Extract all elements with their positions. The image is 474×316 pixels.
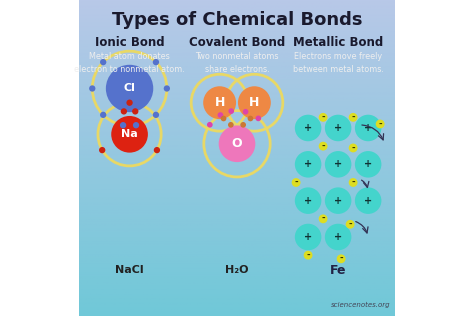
Text: -: -: [351, 178, 355, 187]
Text: +: +: [304, 123, 312, 133]
Circle shape: [99, 147, 105, 153]
Circle shape: [100, 59, 106, 65]
Circle shape: [132, 108, 138, 115]
Text: H: H: [214, 96, 225, 109]
Circle shape: [207, 122, 213, 128]
Text: -: -: [351, 143, 355, 152]
Circle shape: [153, 112, 159, 118]
Circle shape: [203, 86, 236, 119]
Text: Cl: Cl: [124, 83, 136, 94]
Text: Ionic Bond: Ionic Bond: [95, 36, 164, 49]
Circle shape: [319, 142, 328, 151]
Circle shape: [243, 109, 248, 115]
Circle shape: [349, 143, 357, 152]
Text: +: +: [334, 196, 342, 206]
Text: -: -: [348, 220, 352, 229]
Circle shape: [349, 178, 357, 187]
Text: +: +: [334, 159, 342, 169]
Circle shape: [111, 116, 148, 153]
Circle shape: [349, 113, 357, 122]
Circle shape: [304, 251, 312, 260]
Text: -: -: [321, 113, 325, 122]
Circle shape: [89, 85, 95, 92]
Circle shape: [164, 85, 170, 92]
Circle shape: [255, 116, 261, 121]
Text: +: +: [364, 196, 372, 206]
Circle shape: [376, 119, 384, 128]
Text: -: -: [294, 178, 298, 187]
Circle shape: [295, 224, 321, 250]
Circle shape: [228, 108, 234, 114]
Circle shape: [120, 122, 126, 128]
Text: -: -: [339, 254, 343, 263]
Circle shape: [337, 254, 346, 263]
Circle shape: [100, 112, 106, 118]
Circle shape: [295, 151, 321, 178]
Text: -: -: [321, 142, 325, 151]
Text: NaCl: NaCl: [115, 265, 144, 275]
Text: +: +: [304, 159, 312, 169]
Text: Fe: Fe: [330, 264, 346, 277]
Circle shape: [238, 86, 271, 119]
Circle shape: [295, 187, 321, 214]
Text: +: +: [364, 123, 372, 133]
Circle shape: [228, 122, 234, 128]
Circle shape: [355, 115, 382, 141]
Circle shape: [219, 125, 255, 162]
Text: Na: Na: [121, 129, 138, 139]
Text: Electrons move freely
between metal atoms.: Electrons move freely between metal atom…: [292, 52, 383, 74]
Text: Metal atom donates
electron to nonmetal atom.: Metal atom donates electron to nonmetal …: [74, 52, 185, 74]
Circle shape: [121, 108, 127, 115]
Circle shape: [295, 115, 321, 141]
Text: -: -: [351, 113, 355, 122]
Circle shape: [240, 122, 246, 128]
Text: -: -: [321, 214, 325, 223]
Circle shape: [319, 113, 328, 122]
Circle shape: [325, 115, 351, 141]
Circle shape: [355, 151, 382, 178]
Circle shape: [319, 215, 328, 223]
Text: sciencenotes.org: sciencenotes.org: [331, 302, 390, 308]
Circle shape: [221, 116, 227, 121]
Text: +: +: [334, 232, 342, 242]
Text: H₂O: H₂O: [225, 265, 249, 275]
Circle shape: [325, 187, 351, 214]
Text: +: +: [304, 196, 312, 206]
Circle shape: [133, 122, 139, 128]
Circle shape: [153, 59, 159, 65]
Circle shape: [355, 187, 382, 214]
Circle shape: [106, 65, 153, 112]
Text: Types of Chemical Bonds: Types of Chemical Bonds: [112, 11, 362, 29]
Circle shape: [325, 224, 351, 250]
Text: +: +: [364, 159, 372, 169]
Text: -: -: [378, 119, 382, 129]
Text: +: +: [334, 123, 342, 133]
Text: O: O: [232, 137, 242, 150]
Circle shape: [218, 112, 223, 118]
Text: Metallic Bond: Metallic Bond: [293, 36, 383, 49]
Circle shape: [346, 220, 355, 229]
Circle shape: [292, 178, 301, 187]
Circle shape: [325, 151, 351, 178]
Text: +: +: [304, 232, 312, 242]
Text: Two nonmetal atoms
share electrons.: Two nonmetal atoms share electrons.: [195, 52, 279, 74]
Text: Covalent Bond: Covalent Bond: [189, 36, 285, 49]
Text: H: H: [249, 96, 260, 109]
Circle shape: [127, 100, 133, 106]
Circle shape: [154, 147, 160, 153]
Circle shape: [247, 116, 253, 121]
Text: -: -: [306, 251, 310, 260]
